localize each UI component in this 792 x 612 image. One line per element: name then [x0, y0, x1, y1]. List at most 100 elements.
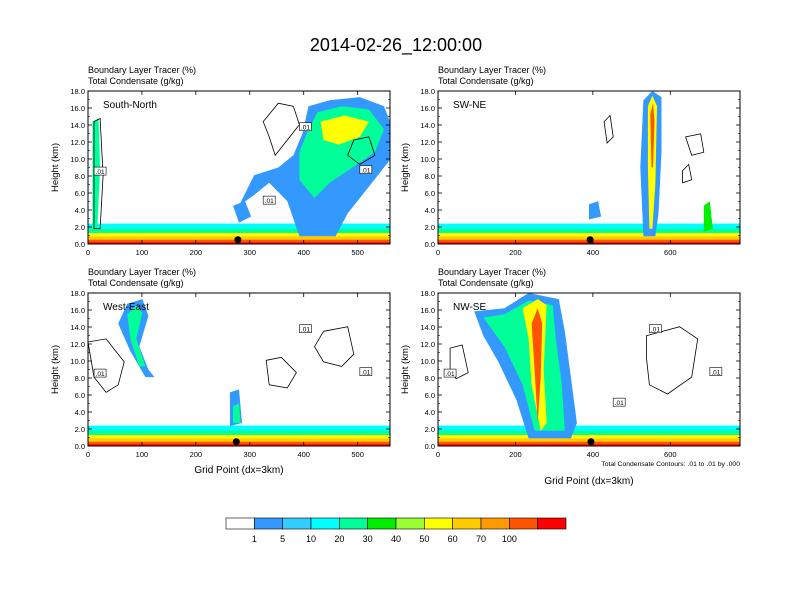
- colorbar-swatch: [452, 517, 482, 530]
- y-tick-label: 14.0: [70, 121, 85, 130]
- contour-label: .01: [301, 125, 310, 132]
- condensate-contour: [449, 344, 469, 380]
- y-axis-label: Height (km): [50, 143, 61, 192]
- x-tick-label: 600: [664, 248, 677, 257]
- y-tick-label: 2.0: [75, 425, 85, 434]
- y-tick-label: 8.0: [425, 374, 435, 383]
- colorbar-label: 40: [391, 534, 401, 544]
- field-label: Boundary Layer Tracer (%): [438, 267, 546, 277]
- contour-label: .01: [361, 168, 370, 175]
- boundary-layer-band: [88, 242, 390, 244]
- y-tick-label: 6.0: [75, 391, 85, 400]
- x-tick-label: 400: [297, 248, 310, 257]
- x-axis-label: Grid Point (dx=3km): [544, 476, 633, 487]
- plot-frame: [437, 90, 741, 245]
- panel-west-east: Boundary Layer Tracer (%)Total Condensat…: [50, 267, 391, 476]
- y-tick-label: 12.0: [420, 138, 435, 147]
- condensate-contour: [685, 133, 705, 156]
- boundary-layer-band: [438, 444, 740, 446]
- tracer-field: [320, 115, 369, 145]
- colorbar-swatch: [537, 517, 567, 530]
- y-axis-label: Height (km): [400, 143, 411, 192]
- location-marker: [232, 438, 240, 446]
- y-tick-label: 12.0: [420, 340, 435, 349]
- condensate-contour: [314, 326, 355, 367]
- x-tick-label: 200: [190, 450, 203, 459]
- location-marker: [587, 438, 595, 446]
- tracer-field: [233, 403, 241, 423]
- y-tick-label: 14.0: [420, 121, 435, 130]
- x-tick-label: 400: [297, 450, 310, 459]
- x-tick-label: 0: [86, 450, 90, 459]
- y-tick-label: 12.0: [70, 340, 85, 349]
- condensate-contour: [265, 356, 297, 389]
- colorbar-label: 50: [419, 534, 429, 544]
- x-tick-label: 400: [587, 450, 600, 459]
- y-axis-label: Height (km): [400, 345, 411, 394]
- colorbar-swatch: [254, 517, 283, 530]
- colorbar-swatch: [480, 517, 510, 530]
- tracer-field: [703, 201, 713, 232]
- condensate-contour: [682, 163, 693, 184]
- tracer-field: [531, 308, 543, 423]
- colorbar-swatch: [310, 517, 340, 530]
- condensate-contour: [262, 102, 300, 157]
- y-tick-label: 4.0: [75, 206, 85, 215]
- y-tick-label: 4.0: [75, 408, 85, 417]
- y-tick-label: 18.0: [70, 289, 85, 298]
- x-tick-label: 600: [664, 450, 677, 459]
- panel-name: South-North: [103, 100, 157, 111]
- contour-label: .01: [265, 198, 274, 205]
- condensate-contour: [93, 117, 104, 230]
- y-tick-label: 8.0: [75, 374, 85, 383]
- figure-title: 2014-02-26_12:00:00: [310, 35, 482, 56]
- y-tick-label: 10.0: [70, 357, 85, 366]
- condensate-contour: [88, 338, 125, 393]
- colorbar-swatch: [282, 517, 312, 530]
- y-tick-label: 16.0: [420, 306, 435, 315]
- panel-name: West-East: [103, 302, 149, 313]
- y-tick-label: 8.0: [75, 172, 85, 181]
- colorbar: 1 5 10 20 30 40 50 60 70 100: [225, 517, 567, 544]
- contour-label: .01: [651, 327, 660, 334]
- colorbar-label: 20: [334, 534, 344, 544]
- boundary-layer-band: [438, 242, 740, 244]
- field-label: Boundary Layer Tracer (%): [438, 65, 546, 75]
- y-tick-label: 6.0: [425, 189, 435, 198]
- condensate-contour: [603, 114, 614, 144]
- colorbar-swatch: [424, 517, 453, 530]
- contour-label: .01: [96, 371, 105, 378]
- y-tick-label: 6.0: [75, 189, 85, 198]
- colorbar-label: 70: [476, 534, 486, 544]
- panel-sw-ne: Boundary Layer Tracer (%)Total Condensat…: [400, 65, 741, 257]
- x-tick-label: 500: [351, 450, 364, 459]
- colorbar-label: 60: [448, 534, 458, 544]
- y-tick-label: 4.0: [425, 408, 435, 417]
- y-tick-label: 0.0: [425, 240, 435, 249]
- panel-nw-se: Boundary Layer Tracer (%)Total Condensat…: [400, 267, 741, 487]
- x-tick-label: 300: [244, 450, 257, 459]
- y-tick-label: 18.0: [70, 87, 85, 96]
- y-tick-label: 10.0: [420, 155, 435, 164]
- condensate-contour: [347, 136, 376, 165]
- y-tick-label: 0.0: [75, 442, 85, 451]
- y-tick-label: 16.0: [420, 104, 435, 113]
- contour-label: .01: [361, 370, 370, 377]
- panel-name: SW-NE: [453, 100, 486, 111]
- panel-name: NW-SE: [453, 302, 486, 313]
- x-tick-label: 200: [509, 450, 522, 459]
- y-tick-label: 0.0: [425, 442, 435, 451]
- y-tick-label: 2.0: [75, 223, 85, 232]
- colorbar-label: 5: [280, 534, 285, 544]
- x-tick-label: 200: [509, 248, 522, 257]
- y-axis-label: Height (km): [50, 345, 61, 394]
- x-tick-label: 0: [86, 248, 90, 257]
- colorbar-swatch: [225, 517, 255, 530]
- location-marker: [586, 236, 594, 244]
- contour-label: .01: [301, 327, 310, 334]
- y-tick-label: 6.0: [425, 391, 435, 400]
- y-tick-label: 10.0: [420, 357, 435, 366]
- y-tick-label: 16.0: [70, 306, 85, 315]
- tracer-field: [233, 201, 252, 223]
